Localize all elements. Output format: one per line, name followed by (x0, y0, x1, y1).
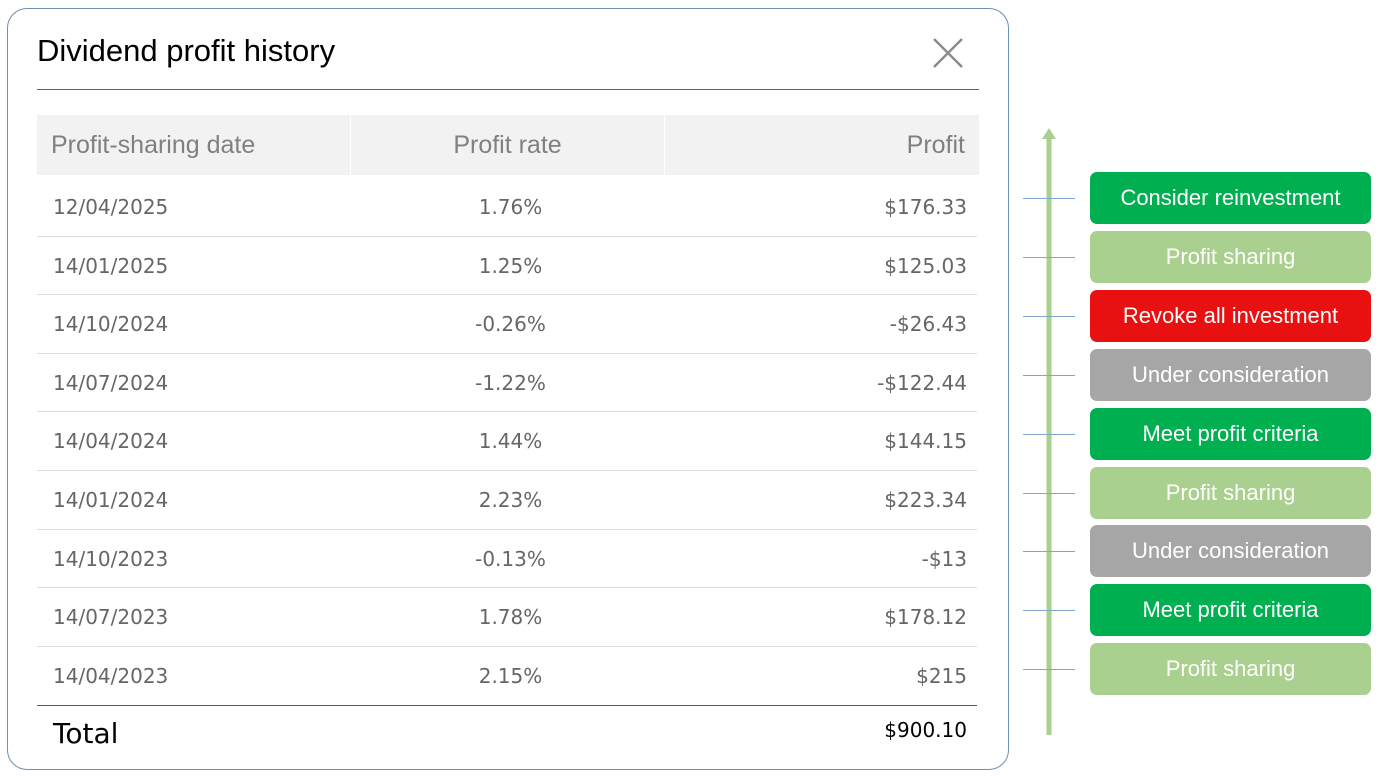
row-divider (37, 470, 977, 471)
status-tag: Consider reinvestment (1090, 172, 1371, 224)
table-cell: $144.15 (884, 429, 967, 454)
table-cell: 14/01/2025 (53, 253, 169, 278)
table-cell: 2.15% (478, 663, 543, 688)
timeline-arrow (1042, 128, 1056, 735)
table-cell: 1.25% (478, 253, 543, 278)
timeline-tick (1023, 315, 1075, 317)
table-cell: $215 (916, 663, 967, 688)
row-divider (37, 645, 977, 647)
status-tag: Revoke all investment (1090, 289, 1371, 342)
row-divider (37, 294, 977, 296)
table-cell: -1.22% (475, 370, 546, 395)
table-cell: 14/10/2023 (53, 546, 169, 571)
dialog-title: Dividend profit history (37, 33, 336, 68)
table-cell: $176.33 (884, 195, 967, 219)
timeline-tick (1023, 374, 1075, 376)
table-cell: -0.26% (475, 312, 546, 337)
timeline-tick (1023, 433, 1075, 435)
status-tag: Meet profit criteria (1090, 407, 1371, 460)
total-value: $900.10 (884, 718, 967, 743)
status-tag: Under consideration (1090, 525, 1371, 578)
table-cell: -0.13% (475, 546, 546, 571)
status-tag: Profit sharing (1090, 230, 1371, 283)
row-divider (37, 235, 977, 237)
row-divider (37, 411, 977, 413)
status-tag: Meet profit criteria (1090, 584, 1371, 637)
status-tag: Under consideration (1090, 348, 1371, 401)
column-header: Profit (665, 115, 979, 175)
timeline-tick (1023, 551, 1075, 553)
timeline-tick (1023, 256, 1075, 258)
title-divider (37, 89, 979, 90)
table-cell: 14/10/2024 (53, 312, 169, 337)
table-cell: -$122.44 (877, 370, 967, 395)
total-label: Total (53, 717, 119, 751)
table-cell: -$26.43 (889, 312, 967, 337)
table-cell: 2.23% (478, 488, 543, 512)
timeline-tick (1023, 669, 1075, 671)
timeline-tick (1023, 198, 1075, 199)
table-cell: -$13 (921, 546, 967, 571)
row-divider (37, 587, 977, 589)
row-divider (37, 352, 977, 354)
timeline-tick (1023, 610, 1075, 612)
table-cell: $178.12 (884, 605, 967, 630)
table-cell: 14/04/2024 (53, 429, 169, 454)
table-cell: 1.76% (478, 195, 543, 219)
table-cell: $125.03 (884, 253, 967, 278)
close-button[interactable] (930, 35, 966, 71)
dialog (7, 8, 1009, 770)
table-cell: 14/01/2024 (53, 488, 169, 512)
row-divider (37, 528, 977, 530)
timeline-tick (1023, 492, 1075, 494)
table-cell: 14/04/2023 (53, 663, 169, 688)
status-tag: Profit sharing (1090, 643, 1371, 696)
table-cell: 14/07/2023 (53, 605, 169, 630)
column-header: Profit rate (351, 115, 664, 175)
table-cell: 1.44% (478, 429, 543, 454)
table-cell: 12/04/2025 (53, 195, 169, 219)
table-cell: $223.34 (884, 488, 967, 512)
table-cell: 14/07/2024 (53, 370, 169, 395)
total-divider (37, 705, 977, 707)
column-header: Profit-sharing date (37, 115, 350, 175)
status-tag: Profit sharing (1090, 466, 1371, 519)
table-cell: 1.78% (478, 605, 543, 630)
